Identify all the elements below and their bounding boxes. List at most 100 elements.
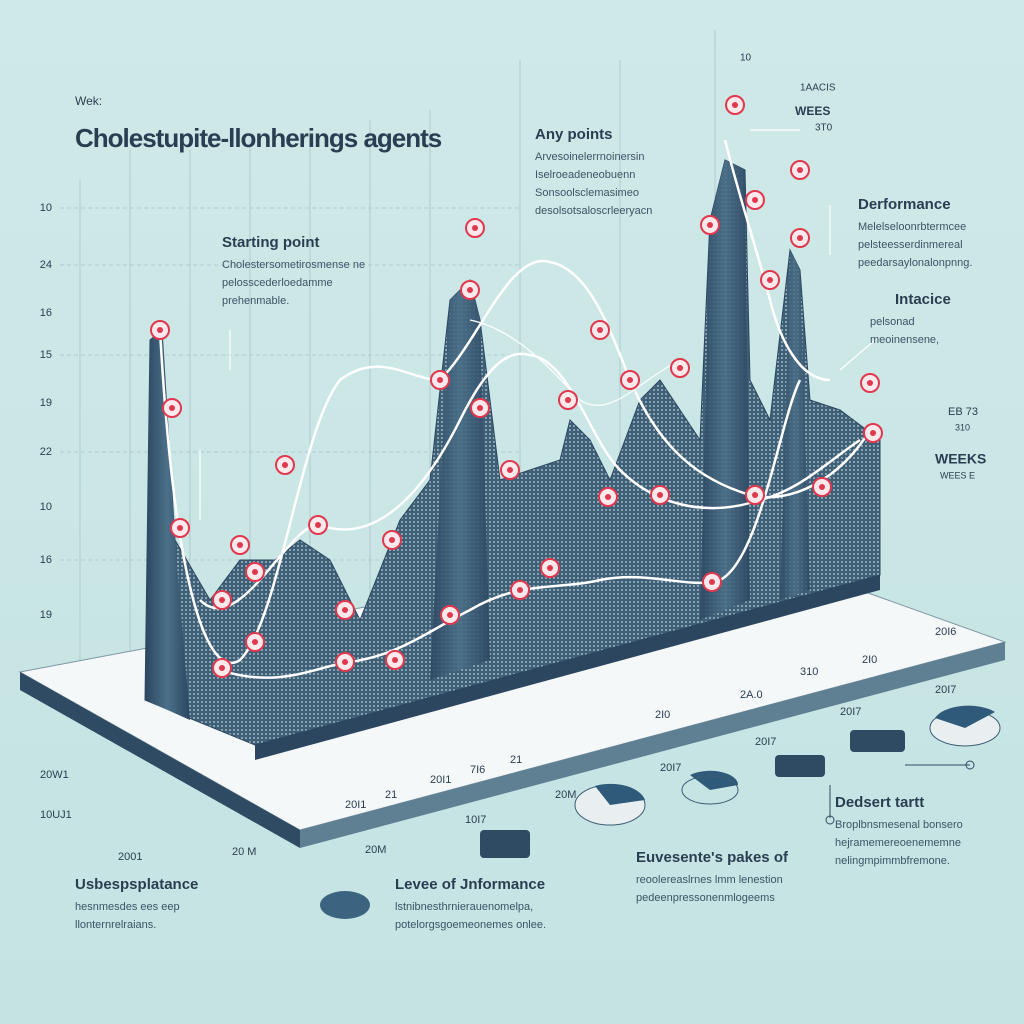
base-label: 2001 xyxy=(118,851,142,863)
marker-dot xyxy=(517,587,523,593)
base-label: 20I7 xyxy=(755,736,776,748)
marker-dot xyxy=(707,222,713,228)
marker-dot xyxy=(392,657,398,663)
marker-dot xyxy=(252,639,258,645)
marker-dot xyxy=(219,597,225,603)
top-label: WEES xyxy=(795,104,830,118)
marker-dot xyxy=(797,235,803,241)
y-label: 15 xyxy=(40,349,52,361)
marker-dot xyxy=(867,380,873,386)
callout-text: pedeenpressonenmlogeems xyxy=(636,892,775,904)
y-label: 22 xyxy=(40,446,52,458)
x-label: 7I6 xyxy=(470,764,485,776)
marker-dot xyxy=(219,665,225,671)
callout-text: peedarsaylonalonpnng. xyxy=(858,257,972,269)
marker-dot xyxy=(169,405,175,411)
marker-dot xyxy=(752,197,758,203)
base-label: 10I7 xyxy=(465,814,486,826)
y-label: 24 xyxy=(40,259,52,271)
callout-title: Intacice xyxy=(895,291,951,308)
callout-text: Cholestersometirosmense ne xyxy=(222,259,365,271)
callout-title: Euvesente's pakes of xyxy=(636,849,789,866)
x-label: 2A.0 xyxy=(740,689,763,701)
callout-text: nelingmpimmbfremone. xyxy=(835,855,950,867)
callout-title: Any points xyxy=(535,126,613,143)
callout-text: pelsonad xyxy=(870,316,915,328)
callout-text: meoinensene, xyxy=(870,334,939,346)
base-label: 20I7 xyxy=(840,706,861,718)
y-label: 19 xyxy=(40,397,52,409)
marker-dot xyxy=(605,494,611,500)
base-label: 10UJ1 xyxy=(40,809,72,821)
top-label: 1AACIS xyxy=(800,83,836,94)
marker-dot xyxy=(819,484,825,490)
top-label: 10 xyxy=(740,53,752,64)
y-label: 10 xyxy=(40,202,52,214)
marker-dot xyxy=(797,167,803,173)
labels: Wek: Cholestupite-llonherings agents 10 24 1… xyxy=(40,53,987,931)
y-label: 19 xyxy=(40,609,52,621)
callout-text: lstnibnesthrnierauenomelpa, xyxy=(395,901,533,913)
marker-dot xyxy=(477,405,483,411)
x-label: 20I1 xyxy=(430,774,451,786)
y-label: 16 xyxy=(40,307,52,319)
marker-dot xyxy=(342,607,348,613)
pies xyxy=(320,705,1001,919)
callout-text: Iselroeadeneobuenn xyxy=(535,169,635,181)
side-label: 310 xyxy=(955,422,970,432)
title: Cholestupite-llonherings agents xyxy=(75,123,442,153)
marker-dot xyxy=(177,525,183,531)
marker-dot xyxy=(342,659,348,665)
marker-dot xyxy=(157,327,163,333)
base-label: 20I7 xyxy=(660,762,681,774)
callout-title: Derformance xyxy=(858,196,951,213)
marker-dot xyxy=(870,430,876,436)
x-label: 2I0 xyxy=(655,709,670,721)
marker-dot xyxy=(447,612,453,618)
marker-dot xyxy=(389,537,395,543)
marker-dot xyxy=(315,522,321,528)
markers xyxy=(150,95,883,678)
x-label: 2I0 xyxy=(862,654,877,666)
marker-dot xyxy=(597,327,603,333)
marker-dot xyxy=(252,569,258,575)
callout-title: Dedsert tartt xyxy=(835,794,924,811)
callout-text: desolsotsaloscrleeryacn xyxy=(535,205,652,217)
side-label: EB 73 xyxy=(948,406,978,418)
x-label: 20I1 xyxy=(345,799,366,811)
callout-text: hesnmesdes ees eep xyxy=(75,901,180,913)
marker-dot xyxy=(732,102,738,108)
marker-dot xyxy=(767,277,773,283)
base-label: 20M xyxy=(365,844,386,856)
marker-dot xyxy=(565,397,571,403)
callout-text: Arvesoinelerrnoinersin xyxy=(535,151,644,163)
callout-text: pelsteesserdinmereal xyxy=(858,239,963,251)
base-label: 20W1 xyxy=(40,769,69,781)
callout-title: Levee of Jnformance xyxy=(395,876,545,893)
marker-dot xyxy=(752,492,758,498)
base-label: 20I7 xyxy=(935,684,956,696)
top-label: 3T0 xyxy=(815,123,833,134)
y-label: 16 xyxy=(40,554,52,566)
marker-dot xyxy=(437,377,443,383)
callout-title: Starting point xyxy=(222,234,320,251)
callout-text: potelorgsgoemeonemes onlee. xyxy=(395,919,546,931)
marker-dot xyxy=(709,579,715,585)
callout-text: llonternrelraians. xyxy=(75,919,156,931)
marker-dot xyxy=(657,492,663,498)
x-label: 310 xyxy=(800,666,818,678)
base-label: 20M xyxy=(555,789,576,801)
callout-text: Melelseloonrbtermcee xyxy=(858,221,966,233)
callout-text: Broplbnsmesenal bonsero xyxy=(835,819,963,831)
marker-dot xyxy=(467,287,473,293)
callout-title: Usbespsplatance xyxy=(75,876,198,893)
base-label: 20 M xyxy=(232,846,256,858)
marker-dot xyxy=(472,225,478,231)
x-label: 20I6 xyxy=(935,626,956,638)
callout-text: Sonsoolsclemasimeo xyxy=(535,187,639,199)
marker-dot xyxy=(547,565,553,571)
marker-dot xyxy=(627,377,633,383)
y-label: 10 xyxy=(40,501,52,513)
